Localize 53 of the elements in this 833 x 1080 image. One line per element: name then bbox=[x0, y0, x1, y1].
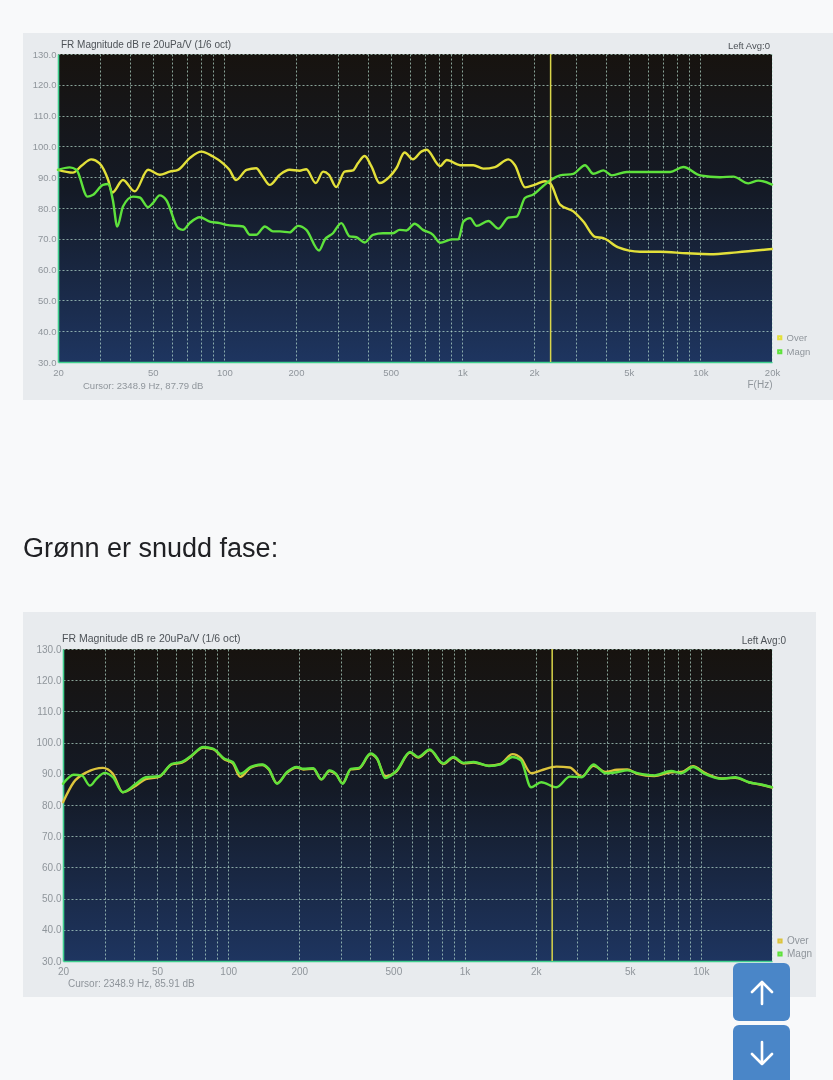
y-tick-label: 50.0 bbox=[42, 893, 62, 905]
text: Left Avg:0 bbox=[727, 40, 770, 51]
x-tick-label: 50 bbox=[147, 366, 159, 378]
x-tick-label: 5k bbox=[624, 366, 635, 378]
x-tick-label: 20 bbox=[53, 366, 64, 378]
y-tick-label: 90.0 bbox=[38, 171, 57, 183]
y-tick-label: 120.0 bbox=[32, 79, 57, 91]
x-tick-label: 2k bbox=[529, 366, 540, 378]
x-tick-label: 500 bbox=[383, 366, 400, 378]
y-tick-label: 110.0 bbox=[33, 110, 57, 122]
x-tick-label: 100 bbox=[220, 965, 238, 977]
x-tick-label: 200 bbox=[288, 366, 305, 378]
y-tick-label: 70.0 bbox=[42, 830, 62, 842]
x-tick-label: 1k bbox=[457, 366, 469, 378]
x-tick-label: 50 bbox=[151, 965, 164, 977]
y-tick-label: 130.0 bbox=[32, 48, 57, 60]
y-tick-label: 120.0 bbox=[36, 674, 62, 686]
legend-label: Magn bbox=[786, 345, 811, 357]
x-tick-label: 5k bbox=[624, 965, 637, 977]
y-tick-label: 80.0 bbox=[42, 799, 62, 811]
legend-label: Over bbox=[786, 331, 808, 343]
legend-label: Over bbox=[787, 935, 810, 946]
chart-subtitle: FR Magnitude dB re 20uPa/V (1/6 oct) bbox=[62, 632, 241, 644]
x-tick-label: 500 bbox=[385, 965, 403, 977]
x-tick-label: 10k bbox=[693, 366, 709, 378]
y-tick-label: 100.0 bbox=[32, 140, 57, 152]
y-tick-label: 40.0 bbox=[42, 924, 62, 936]
text: Cursor: 2348.9 Hz, 85.91 dB bbox=[68, 978, 196, 989]
y-tick-label: 90.0 bbox=[42, 768, 62, 780]
x-tick-label: 20k bbox=[764, 366, 781, 378]
chart-subtitle: FR Magnitude dB re 20uPa/V (1/6 oct) bbox=[61, 39, 232, 50]
x-tick-label: 20 bbox=[57, 965, 70, 977]
y-tick-label: 70.0 bbox=[38, 233, 57, 245]
y-tick-label: 50.0 bbox=[38, 294, 57, 306]
y-tick-label: 130.0 bbox=[36, 643, 62, 655]
text: Left Avg:0 bbox=[741, 635, 787, 646]
y-tick-label: 110.0 bbox=[37, 705, 62, 717]
x-tick-label: 1k bbox=[459, 965, 472, 977]
x-tick-label: 200 bbox=[291, 965, 309, 977]
text: Cursor: 2348.9 Hz, 87.79 dB bbox=[83, 380, 204, 391]
y-tick-label: 80.0 bbox=[38, 202, 57, 214]
x-tick-label: 2k bbox=[530, 965, 543, 977]
chart-title: Grønn er snudd fase: bbox=[23, 532, 279, 565]
y-tick-label: 30.0 bbox=[42, 955, 62, 967]
x-axis-title: F(Hz) bbox=[747, 379, 773, 390]
x-tick-label: 100 bbox=[216, 366, 233, 378]
y-tick-label: 30.0 bbox=[38, 356, 57, 368]
y-tick-label: 60.0 bbox=[38, 264, 57, 276]
y-tick-label: 60.0 bbox=[42, 861, 62, 873]
y-tick-label: 100.0 bbox=[36, 737, 62, 749]
x-tick-label: 10k bbox=[693, 965, 711, 977]
legend-label: Magn bbox=[787, 948, 813, 959]
y-tick-label: 40.0 bbox=[38, 325, 57, 337]
